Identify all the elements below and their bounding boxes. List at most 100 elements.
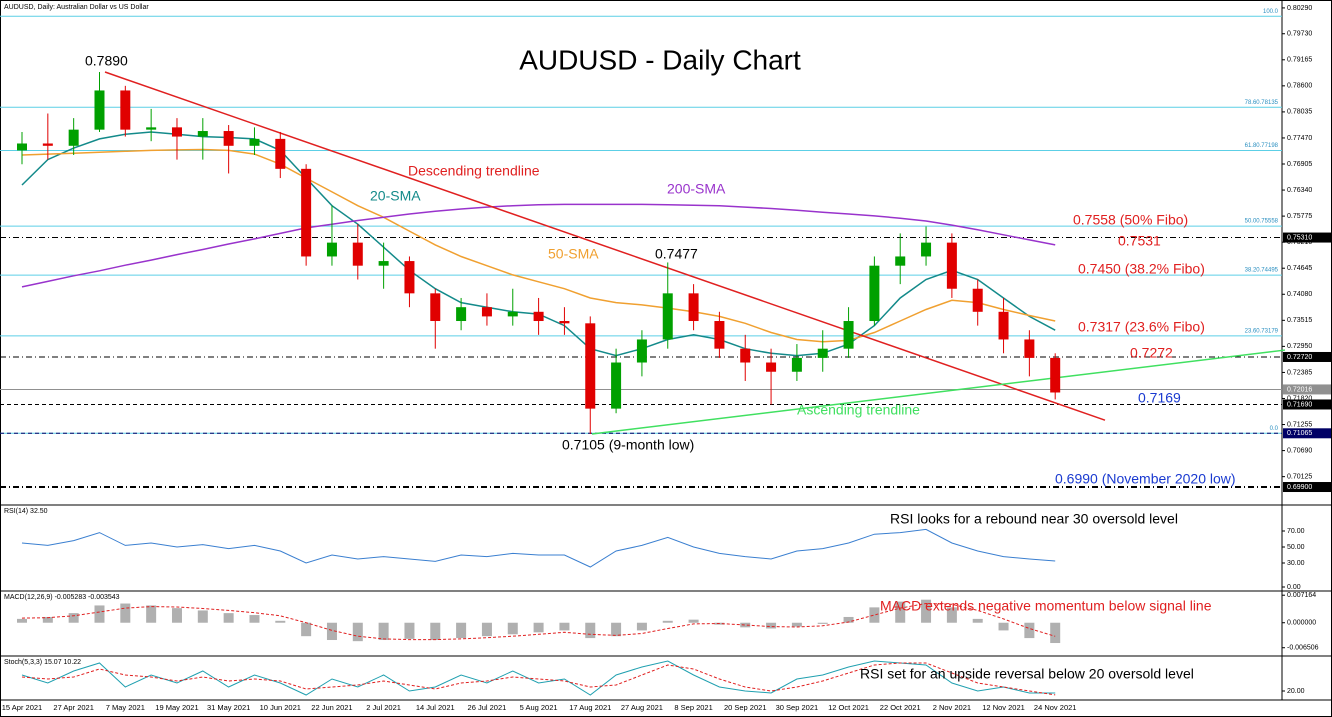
- panel-header: MACD(12,26,9) -0.005283 -0.003543: [4, 594, 120, 601]
- y-tick-label: 0.74080: [1287, 291, 1312, 298]
- macd-bar: [326, 622, 337, 641]
- rsi-line: [21, 528, 1056, 568]
- macd-bar: [404, 622, 415, 639]
- y-tick-label: 0.000000: [1287, 620, 1316, 627]
- fibo-label: 38.20.74495: [1245, 268, 1279, 274]
- y-tick-label: 0.76905: [1287, 161, 1312, 168]
- candle-body: [197, 131, 208, 137]
- candle-body: [352, 242, 363, 266]
- candle-body: [869, 265, 880, 322]
- macd-bar: [662, 620, 673, 623]
- macd-bar: [481, 622, 492, 637]
- x-tick-label: 15 Apr 2021: [2, 703, 42, 712]
- candle-body: [301, 168, 312, 257]
- level-box: [1283, 232, 1331, 243]
- macd-bar: [378, 622, 389, 641]
- macd-bar: [688, 619, 699, 623]
- level-label: 0.71690: [1287, 401, 1312, 408]
- candle-body: [404, 261, 415, 294]
- x-tick-label: 5 Aug 2021: [520, 703, 558, 712]
- series-label: 200-SMA: [667, 181, 726, 197]
- y-tick-label: 0.70125: [1287, 473, 1312, 480]
- fibo-label: 100.0: [1263, 9, 1279, 15]
- x-tick-label: 17 Aug 2021: [569, 703, 611, 712]
- y-tick-label: 0.70690: [1287, 447, 1312, 454]
- y-tick-label: 20.00: [1287, 688, 1305, 695]
- trendline: [104, 71, 1106, 421]
- candle-body: [921, 242, 932, 257]
- level-label: 0.71065: [1287, 430, 1312, 437]
- series-label: 50-SMA: [548, 246, 599, 262]
- y-tick-label: 0.76340: [1287, 187, 1312, 194]
- candle-body: [559, 321, 570, 324]
- macd-bar: [533, 622, 544, 633]
- fibo-label: 61.80.77198: [1245, 143, 1279, 149]
- candle-body: [430, 293, 441, 322]
- y-tick-label: 0.75775: [1287, 213, 1312, 220]
- y-tick-label: 0.77470: [1287, 135, 1312, 142]
- macd-bar: [249, 615, 260, 623]
- macd-bar: [430, 622, 441, 641]
- signal-line: [21, 602, 1056, 641]
- macd-bar: [869, 607, 880, 623]
- fibo-label: 78.60.78135: [1245, 100, 1279, 106]
- macd-bar: [68, 613, 79, 623]
- candle-body: [998, 311, 1009, 340]
- y-tick-label: 50.00: [1287, 544, 1305, 551]
- candle-body: [611, 362, 622, 409]
- candle-body: [456, 307, 467, 322]
- candle-body: [688, 293, 699, 322]
- annotation: MACD extends negative momentum below sig…: [880, 598, 1212, 614]
- x-tick-label: 14 Jul 2021: [416, 703, 455, 712]
- candle-body: [326, 242, 337, 257]
- macd-bar: [766, 622, 777, 629]
- y-tick-label: 0.72385: [1287, 369, 1312, 376]
- level-box: [1283, 351, 1331, 362]
- x-tick-label: 24 Nov 2021: [1034, 703, 1077, 712]
- candle-body: [972, 288, 983, 312]
- candle-body: [507, 311, 518, 317]
- macd-bar: [352, 622, 363, 642]
- level-label: 0.72720: [1287, 354, 1312, 361]
- candle-body: [636, 339, 647, 363]
- macd-bar: [921, 599, 932, 623]
- annotation: 0.7890: [85, 53, 128, 69]
- sma-line: [21, 148, 1056, 343]
- annotation: 0.7169: [1138, 390, 1181, 406]
- macd-bar: [1024, 622, 1035, 639]
- x-tick-label: 20 Sep 2021: [724, 703, 767, 712]
- macd-bar: [171, 608, 182, 623]
- level-label: 0.75310: [1287, 234, 1312, 241]
- macd-bar: [559, 622, 570, 631]
- candle-body: [223, 131, 234, 146]
- x-tick-label: 2 Jul 2021: [366, 703, 401, 712]
- trendline-label: Descending trendline: [408, 163, 540, 179]
- annotation: 0.7531: [1118, 233, 1161, 249]
- y-tick-label: 0.72950: [1287, 343, 1312, 350]
- candle-body: [533, 311, 544, 322]
- macd-bar: [120, 603, 131, 623]
- x-tick-label: 22 Jun 2021: [311, 703, 352, 712]
- macd-bar: [42, 616, 53, 623]
- candle-body: [766, 362, 777, 372]
- candle-body: [378, 261, 389, 266]
- level-box: [1283, 428, 1331, 439]
- candle-body: [843, 321, 854, 349]
- candle-body: [740, 348, 751, 363]
- y-tick-label: 0.71820: [1287, 395, 1312, 402]
- macd-bar: [636, 622, 647, 631]
- candle-body: [146, 127, 157, 130]
- annotation: 0.7450 (38.2% Fibo): [1078, 261, 1205, 277]
- y-tick-label: 0.00: [1287, 584, 1301, 591]
- candle-body: [895, 256, 906, 266]
- y-tick-label: 0.78035: [1287, 109, 1312, 116]
- trendline: [591, 349, 1286, 435]
- x-tick-label: 10 Jun 2021: [260, 703, 301, 712]
- annotation: 0.6990 (November 2020 low): [1055, 471, 1236, 487]
- annotation: RSI looks for a rebound near 30 oversold…: [890, 511, 1178, 527]
- y-tick-label: 0.78600: [1287, 83, 1312, 90]
- candle-body: [585, 323, 596, 409]
- x-tick-label: 27 Aug 2021: [621, 703, 663, 712]
